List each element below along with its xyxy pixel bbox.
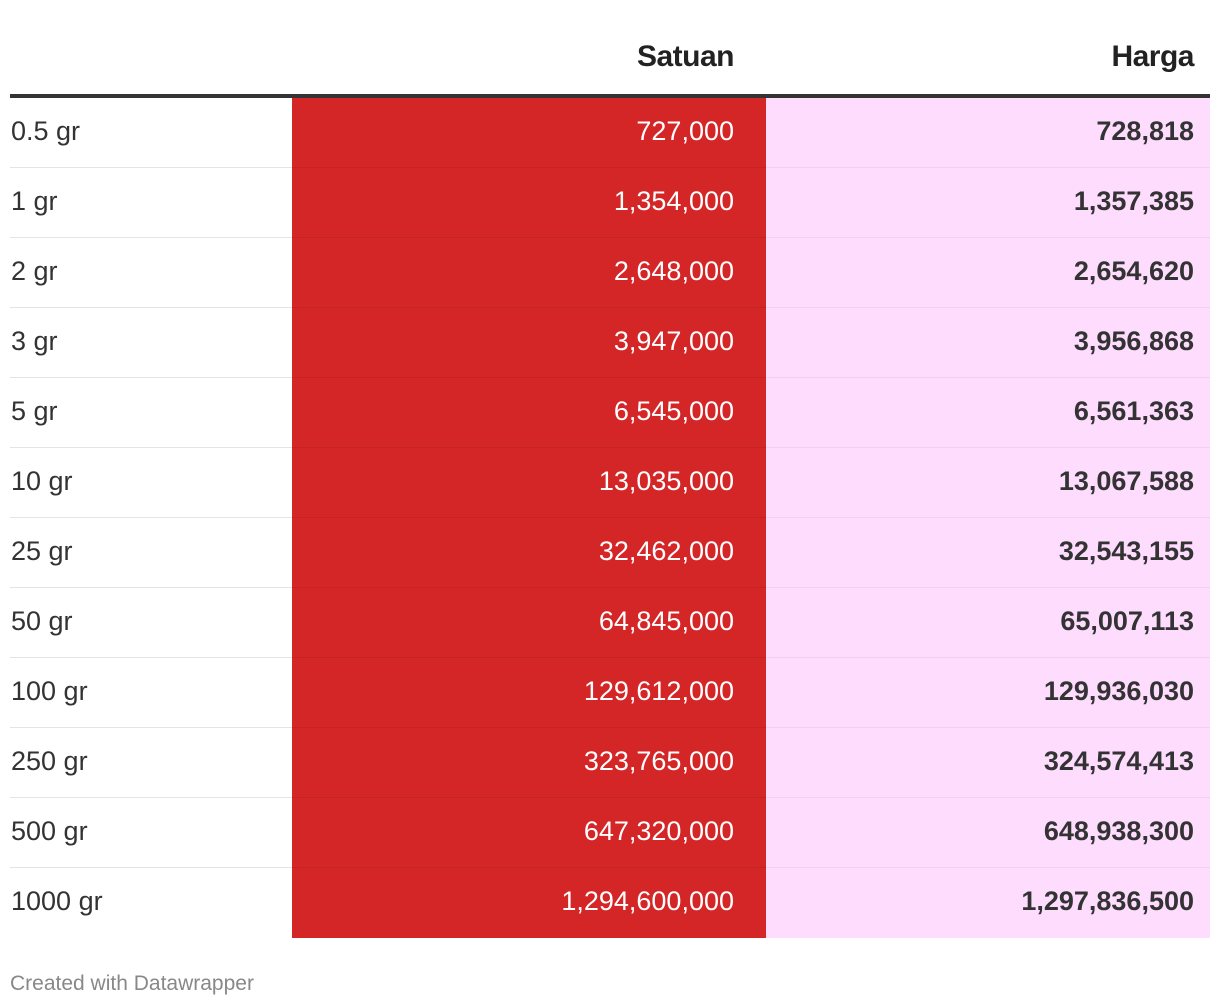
cell-harga: 1,297,836,500 (766, 868, 1210, 938)
cell-harga: 648,938,300 (766, 798, 1210, 868)
table-row: 50 gr 64,845,000 65,007,113 (10, 588, 1210, 658)
cell-satuan: 727,000 (292, 98, 766, 168)
cell-harga: 65,007,113 (766, 588, 1210, 658)
cell-satuan: 2,648,000 (292, 238, 766, 308)
datawrapper-credit: Created with Datawrapper (10, 972, 254, 995)
cell-satuan: 129,612,000 (292, 658, 766, 728)
cell-satuan: 6,545,000 (292, 378, 766, 448)
table-row: 1000 gr 1,294,600,000 1,297,836,500 (10, 868, 1210, 938)
table-row: 0.5 gr 727,000 728,818 (10, 98, 1210, 168)
cell-satuan: 323,765,000 (292, 728, 766, 798)
table-row: 100 gr 129,612,000 129,936,030 (10, 658, 1210, 728)
table-row: 25 gr 32,462,000 32,543,155 (10, 518, 1210, 588)
column-header-satuan[interactable]: Satuan (636, 40, 735, 73)
cell-satuan: 32,462,000 (292, 518, 766, 588)
row-label: 1 gr (10, 168, 292, 238)
cell-satuan: 13,035,000 (292, 448, 766, 518)
data-table: Satuan Harga 0.5 gr 727,000 728,818 1 gr 1,3… (10, 0, 1210, 938)
row-label: 10 gr (10, 448, 292, 518)
cell-harga: 3,956,868 (766, 308, 1210, 378)
row-label: 50 gr (10, 588, 292, 658)
cell-harga: 1,357,385 (766, 168, 1210, 238)
table-row: 1 gr 1,354,000 1,357,385 (10, 168, 1210, 238)
cell-harga: 728,818 (766, 98, 1210, 168)
table-row: 250 gr 323,765,000 324,574,413 (10, 728, 1210, 798)
cell-harga: 13,067,588 (766, 448, 1210, 518)
row-label: 2 gr (10, 238, 292, 308)
table-body: 0.5 gr 727,000 728,818 1 gr 1,354,000 1,357,3… (10, 98, 1210, 938)
row-label: 3 gr (10, 308, 292, 378)
cell-satuan: 3,947,000 (292, 308, 766, 378)
row-label: 0.5 gr (10, 98, 292, 168)
row-label: 5 gr (10, 378, 292, 448)
row-label: 1000 gr (11, 886, 103, 916)
cell-satuan: 647,320,000 (292, 798, 766, 868)
table-row: 500 gr 647,320,000 648,938,300 (10, 798, 1210, 868)
table-row: 2 gr 2,648,000 2,654,620 (10, 238, 1210, 308)
cell-harga: 32,543,155 (766, 518, 1210, 588)
row-label: 250 gr (10, 728, 292, 798)
table-row: 10 gr 13,035,000 13,067,588 (10, 448, 1210, 518)
row-label: 500 gr (10, 798, 292, 868)
row-label: 25 gr (10, 518, 292, 588)
table-row: 3 gr 3,947,000 3,956,868 (10, 308, 1210, 378)
table-header: Satuan Harga (10, 0, 1210, 98)
cell-harga: 324,574,413 (766, 728, 1210, 798)
row-label: 100 gr (10, 658, 292, 728)
cell-harga: 2,654,620 (766, 238, 1210, 308)
cell-satuan: 64,845,000 (292, 588, 766, 658)
cell-harga: 129,936,030 (766, 658, 1210, 728)
cell-harga: 6,561,363 (766, 378, 1210, 448)
cell-satuan: 1,354,000 (292, 168, 766, 238)
table-row: 5 gr 6,545,000 6,561,363 (10, 378, 1210, 448)
column-header-harga[interactable]: Harga (1111, 40, 1194, 73)
cell-satuan: 1,294,600,000 (292, 868, 766, 938)
